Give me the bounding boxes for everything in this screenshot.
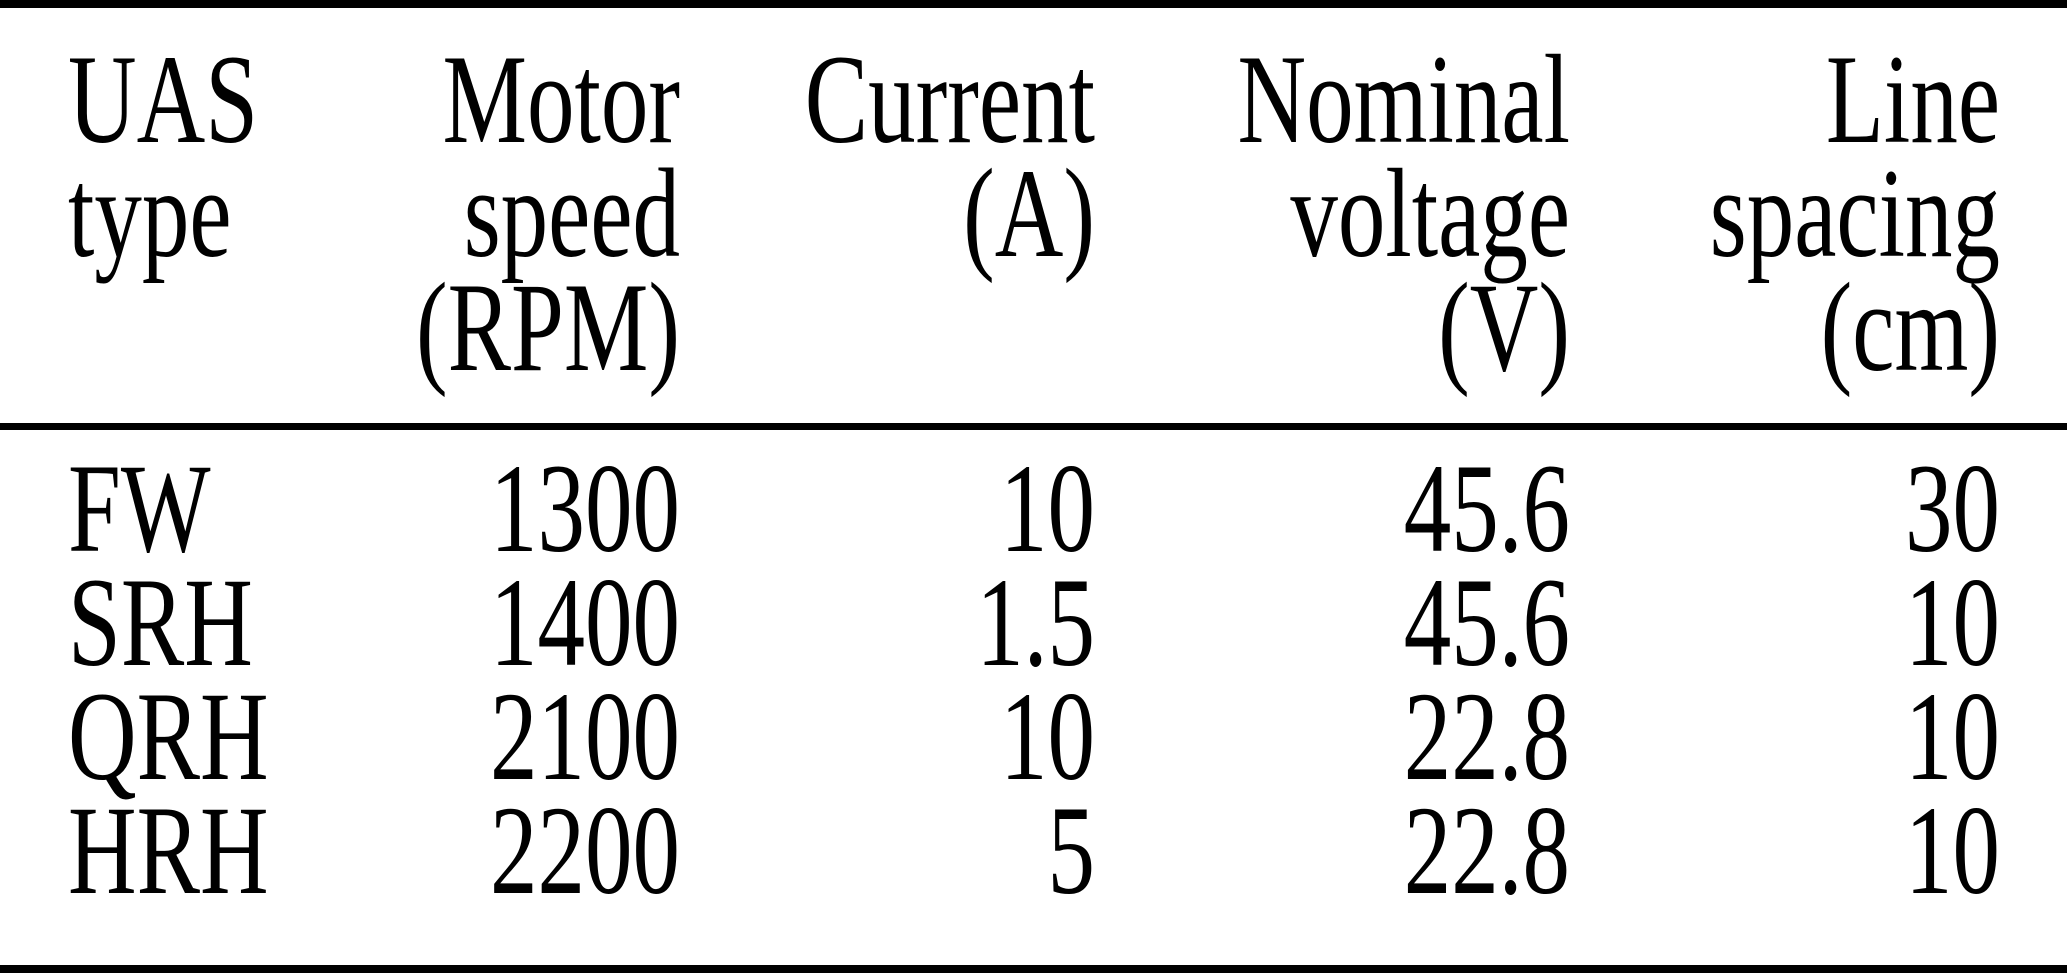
header-cell-motor-speed: Motor speed (RPM) xyxy=(318,36,680,391)
cell-value: 1.5 xyxy=(976,551,1095,694)
cell-uas-type: SRH xyxy=(68,559,318,686)
cell-current-a: 10 xyxy=(680,673,1095,800)
cell-value: 10 xyxy=(1905,779,2000,922)
cell-line-spacing-cm: 10 xyxy=(1570,559,2000,686)
header-label-current: Current (A) xyxy=(804,28,1095,285)
cell-uas-type: HRH xyxy=(68,787,318,914)
cell-nominal-voltage-v: 45.6 xyxy=(1095,445,1570,572)
cell-value: SRH xyxy=(68,551,253,694)
table-bottom-rule xyxy=(0,965,2067,973)
table-row-hrh: HRH 2200 5 22.8 10 xyxy=(68,787,2000,914)
cell-value: 1300 xyxy=(490,437,680,580)
cell-line-spacing-cm: 10 xyxy=(1570,787,2000,914)
cell-nominal-voltage-v: 22.8 xyxy=(1095,787,1570,914)
cell-current-a: 5 xyxy=(680,787,1096,914)
cell-line-spacing-cm: 10 xyxy=(1570,673,2000,800)
cell-motor-speed-rpm: 1300 xyxy=(318,445,680,572)
cell-motor-speed-rpm: 1400 xyxy=(318,559,680,686)
cell-value: 22.8 xyxy=(1403,665,1570,808)
cell-uas-type: FW xyxy=(68,445,318,572)
table-row-fw: FW 1300 10 45.6 30 xyxy=(68,445,2000,572)
cell-value: 45.6 xyxy=(1403,437,1570,580)
cell-value: HRH xyxy=(68,779,269,922)
cell-value: 10 xyxy=(1000,665,1095,808)
cell-value: 10 xyxy=(1000,437,1095,580)
table-header-rule xyxy=(0,423,2067,430)
header-label-uas-type: UAS type xyxy=(68,28,259,285)
cell-nominal-voltage-v: 22.8 xyxy=(1095,673,1570,800)
header-label-line-spacing: Line spacing (cm) xyxy=(1709,28,2000,399)
table-top-rule xyxy=(0,0,2067,8)
table-header-row: UAS type Motor speed (RPM) Current (A) N… xyxy=(68,28,2000,391)
cell-motor-speed-rpm: 2100 xyxy=(318,673,680,800)
table-row-srh: SRH 1400 1.5 45.6 10 xyxy=(68,559,2000,686)
cell-uas-type: QRH xyxy=(68,673,318,800)
header-label-nominal-voltage: Nominal voltage (V) xyxy=(1237,28,1570,399)
table-row-qrh: QRH 2100 10 22.8 10 xyxy=(68,673,2000,800)
cell-value: QRH xyxy=(68,665,269,808)
header-label-motor-speed: Motor speed (RPM) xyxy=(416,28,680,399)
cell-value: 22.8 xyxy=(1403,779,1570,922)
header-cell-current: Current (A) xyxy=(680,28,1095,298)
cell-value: FW xyxy=(68,437,211,580)
header-cell-line-spacing: Line spacing (cm) xyxy=(1570,36,2000,391)
cell-value: 10 xyxy=(1905,665,2000,808)
cell-value: 5 xyxy=(1047,779,1096,922)
header-cell-uas-type: UAS type xyxy=(68,28,318,298)
cell-value: 1400 xyxy=(490,551,680,694)
cell-value: 2200 xyxy=(490,779,680,922)
header-cell-nominal-voltage: Nominal voltage (V) xyxy=(1095,36,1570,391)
cell-value: 10 xyxy=(1905,551,2000,694)
cell-current-a: 1.5 xyxy=(680,559,1095,686)
cell-value: 2100 xyxy=(490,665,680,808)
cell-value: 45.6 xyxy=(1403,551,1570,694)
cell-current-a: 10 xyxy=(680,445,1095,572)
cell-motor-speed-rpm: 2200 xyxy=(318,787,680,914)
cell-nominal-voltage-v: 45.6 xyxy=(1095,559,1570,686)
cell-line-spacing-cm: 30 xyxy=(1570,445,2000,572)
cell-value: 30 xyxy=(1905,437,2000,580)
